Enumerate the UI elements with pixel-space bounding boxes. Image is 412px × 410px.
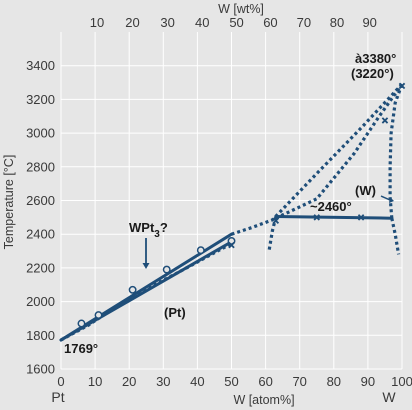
phase-w-label: (W)	[355, 183, 376, 198]
x-tick-label-top: 10	[90, 15, 104, 30]
dotted-boundary-line	[231, 83, 404, 236]
data-point-cross	[228, 241, 235, 249]
data-point-cross	[272, 217, 280, 224]
y-axis-ticks: 1600 1800 2000 2200 2400 2600 2800 3000 3200 3400	[26, 58, 55, 376]
x-tick-label-bottom: 80	[327, 374, 341, 389]
grid	[60, 32, 403, 370]
solid-boundary-line	[274, 215, 394, 220]
x-tick-label-bottom: 40	[190, 374, 204, 389]
data-markers	[77, 82, 406, 328]
data-point-circle	[162, 265, 171, 274]
w-melting-point-alt-label: (3220°)	[351, 66, 394, 81]
x-axis-ticks-top: 10 20 30 40 50 60 70 80 90	[90, 15, 377, 30]
x-end-label-pt: Pt	[51, 389, 64, 405]
wpt3-label: WPt3?	[129, 220, 168, 240]
w-melting-point-label: à3380°	[355, 51, 396, 66]
y-axis-title: Temperature [°C]	[2, 155, 16, 250]
x-tick-label-bottom: 50	[224, 374, 238, 389]
x-tick-label-top: 20	[125, 15, 139, 30]
dotted-boundary-line	[275, 83, 404, 220]
x-tick-label-top: 50	[229, 15, 243, 30]
data-point-circle	[94, 311, 103, 320]
phase-w-arrow-head	[389, 197, 394, 203]
x-tick-label-bottom: 0	[57, 374, 64, 389]
data-point-circle	[128, 285, 137, 294]
x-tick-label-bottom: 30	[156, 374, 170, 389]
y-tick-label: 2800	[26, 159, 55, 174]
wpt3-text: WPt	[129, 220, 155, 235]
phase-w-arrow-shaft	[380, 195, 391, 201]
phase-pt-label: (Pt)	[164, 305, 186, 320]
x-tick-label-bottom: 100	[391, 374, 412, 389]
pt-melting-point-label: 1769°	[64, 341, 98, 356]
x-axis-ticks-bottom: 0 10 20 30 40 50 60 70 80 90 100	[57, 374, 412, 389]
y-tick-label: 2000	[26, 294, 55, 309]
x-tick-label-bottom: 90	[361, 374, 375, 389]
wpt3-question: ?	[160, 220, 168, 235]
dotted-boundary-line	[267, 216, 278, 252]
data-point-cross	[381, 117, 389, 124]
wpt3-subscript: 3	[154, 229, 160, 240]
dotted-boundary-line	[60, 242, 233, 342]
x-tick-label-top: 60	[263, 15, 277, 30]
x-tick-label-bottom: 70	[292, 374, 306, 389]
y-tick-label: 3000	[26, 126, 55, 141]
x-tick-label-top: 90	[362, 15, 376, 30]
y-tick-label: 2400	[26, 227, 55, 242]
y-tick-label: 1800	[26, 328, 55, 343]
y-tick-label: 3400	[26, 58, 55, 73]
data-point-cross	[398, 82, 406, 90]
data-point-circle	[196, 246, 205, 255]
y-tick-label: 1600	[26, 362, 55, 377]
data-point-cross	[313, 214, 320, 221]
x-tick-label-top: 40	[195, 15, 209, 30]
x-tick-label-top: 80	[330, 15, 344, 30]
dotted-boundary-line	[388, 83, 404, 219]
x-tick-label-bottom: 10	[88, 374, 102, 389]
y-tick-label: 2200	[26, 260, 55, 275]
y-tick-label: 3200	[26, 92, 55, 107]
wpt3-arrow-head	[142, 263, 150, 269]
x-axis-top-title: W [wt%]	[218, 2, 264, 16]
y-tick-label: 2600	[26, 193, 55, 208]
data-point-cross	[357, 214, 365, 221]
x-tick-label-top: 30	[160, 15, 174, 30]
x-axis-bottom-title: W [atom%]	[233, 393, 294, 407]
x-end-label-w: W	[382, 389, 396, 405]
data-point-circle	[77, 319, 86, 328]
dotted-boundary-line	[390, 217, 401, 255]
x-tick-label-bottom: 20	[122, 374, 136, 389]
peritectic-temperature-label: ~2460°	[310, 199, 352, 214]
x-tick-label-bottom: 60	[258, 374, 272, 389]
x-tick-label-top: 70	[297, 15, 311, 30]
